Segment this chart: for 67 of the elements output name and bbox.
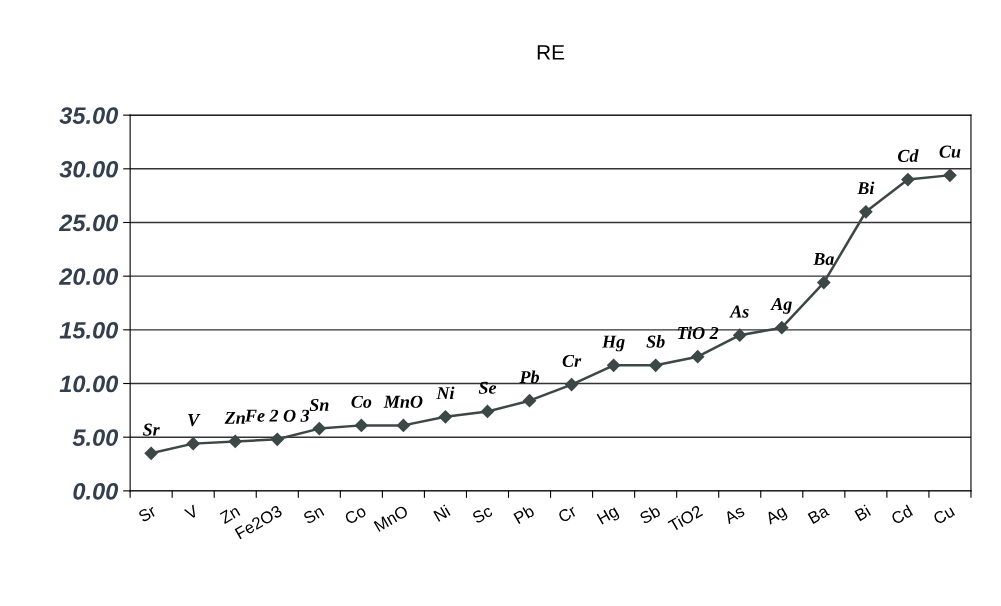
annotation: TiO 2	[678, 326, 719, 340]
annotation: Cd	[897, 149, 919, 162]
x-tick-label: Bi	[854, 504, 871, 522]
x-tick-label: TiO2	[667, 504, 704, 533]
annotation: V	[188, 414, 201, 427]
point	[270, 432, 284, 446]
annotation: Ba	[813, 253, 834, 266]
y-tick-label: 10.00	[59, 375, 119, 393]
annotation: Sr	[142, 423, 160, 436]
point	[396, 418, 410, 432]
annotation: Se	[478, 381, 497, 394]
y-tick-label: 25.00	[58, 214, 119, 232]
point	[691, 350, 705, 364]
x-tick-label: Sn	[302, 504, 325, 525]
x-tick-label: Cd	[890, 504, 914, 525]
point	[438, 410, 453, 424]
point	[312, 422, 326, 436]
point	[649, 358, 663, 372]
x-tick-label: Cr	[557, 504, 578, 523]
y-tick-label: 35.00	[59, 107, 119, 124]
point	[775, 321, 789, 335]
point	[733, 328, 747, 342]
x-tick-label: Pb	[513, 504, 536, 525]
annotation: Sb	[646, 335, 665, 348]
point	[522, 394, 537, 408]
annotation: Fe 2 O 3	[244, 409, 310, 422]
x-tick-label: Sr	[137, 504, 158, 523]
annotation: Pb	[519, 370, 540, 384]
x-tick-label: Ba	[807, 504, 830, 525]
annotation: Cr	[562, 354, 582, 368]
x-tick-label: Sc	[471, 504, 494, 524]
point	[859, 205, 873, 219]
x-tick-label: Sb	[638, 504, 662, 525]
x-tick-label: Hg	[596, 505, 621, 528]
point	[607, 358, 621, 372]
annotation: Zn	[224, 411, 245, 424]
annotation: Bi	[857, 181, 875, 195]
point	[480, 404, 495, 419]
point	[228, 434, 242, 449]
point	[943, 168, 957, 182]
x-tick-label: Ni	[433, 504, 451, 522]
y-tick-label: 15.00	[59, 321, 119, 339]
point	[564, 377, 579, 392]
point	[817, 276, 831, 290]
annotation: MnO	[383, 395, 423, 408]
x-tick-label: MnO	[373, 504, 409, 532]
annotation: Ni	[436, 386, 455, 400]
point	[144, 446, 158, 460]
x-tick-label: As	[723, 504, 746, 525]
y-tick-label: 5.00	[72, 429, 119, 446]
annotation: As	[729, 305, 749, 318]
y-tick-label: 30.00	[59, 160, 119, 178]
x-tick-label: V	[183, 504, 200, 520]
y-tick-label: 20.00	[58, 268, 119, 285]
annotation: Cu	[939, 145, 961, 158]
x-tick-label: Ag	[764, 505, 789, 528]
point	[901, 172, 915, 187]
point	[354, 418, 368, 432]
x-tick-label: Co	[343, 504, 367, 525]
annotation: Hg	[601, 335, 625, 352]
y-tick-label: 0.00	[73, 482, 119, 500]
chart-title: RE	[537, 45, 565, 60]
point	[186, 437, 200, 451]
annotation: Co	[351, 395, 372, 408]
x-tick-label: Cu	[932, 504, 956, 525]
annotation: Sn	[309, 398, 329, 412]
annotation: Ag	[770, 298, 792, 314]
